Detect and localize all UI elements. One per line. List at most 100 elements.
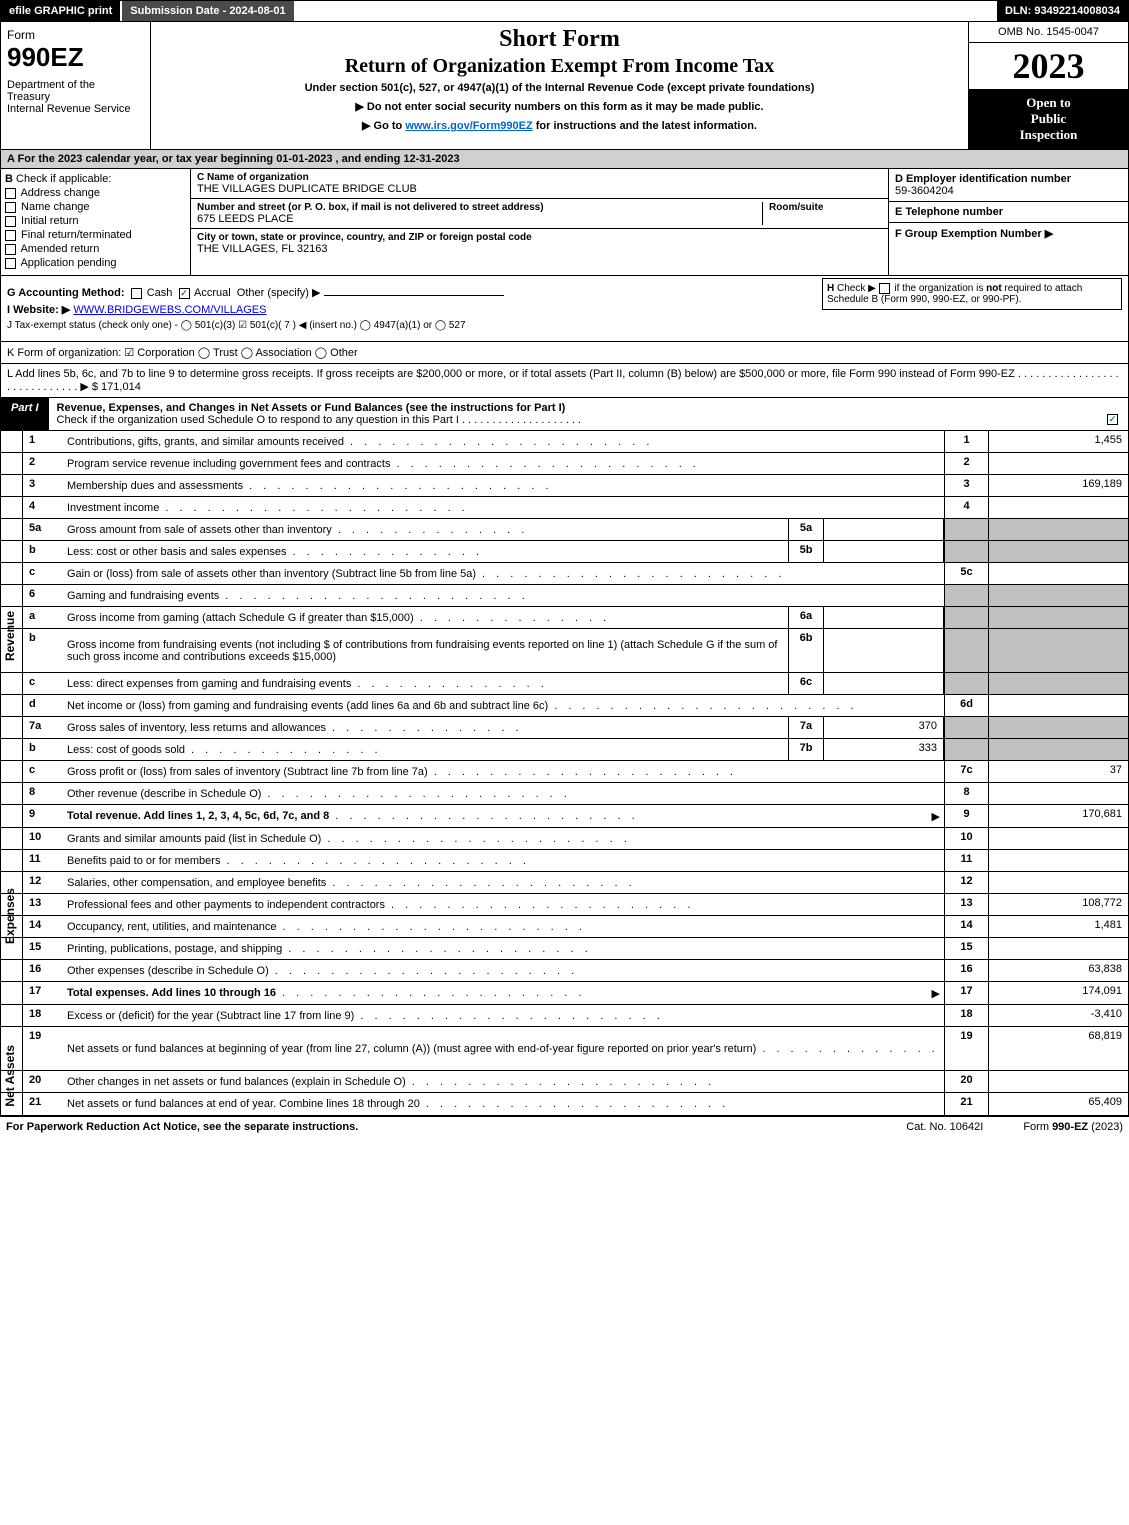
- apply-checkbox[interactable]: [5, 188, 16, 199]
- line-ref: 16: [944, 960, 988, 981]
- line-j: J Tax-exempt status (check only one) - ◯…: [7, 320, 1122, 331]
- website-link[interactable]: WWW.BRIDGEWEBS.COM/VILLAGES: [73, 304, 266, 316]
- line-number: 14: [23, 916, 63, 937]
- apply-checkbox[interactable]: [5, 230, 16, 241]
- checkbox-item: Application pending: [5, 257, 186, 269]
- part1-checkbox[interactable]: [1107, 414, 1118, 425]
- mini-ref: 6b: [788, 629, 824, 672]
- table-row: 21Net assets or fund balances at end of …: [1, 1093, 1128, 1115]
- side-spacer: [1, 541, 23, 562]
- mini-value: [824, 673, 944, 694]
- submission-date: Submission Date - 2024-08-01: [122, 1, 295, 21]
- col-b: B Check if applicable: Address change Na…: [1, 169, 191, 275]
- mini-value: [824, 541, 944, 562]
- apply-checkbox[interactable]: [5, 244, 16, 255]
- line-desc: Gain or (loss) from sale of assets other…: [63, 563, 944, 584]
- line-ref: 9: [944, 805, 988, 827]
- line-ref: 8: [944, 783, 988, 804]
- line-value: 65,409: [988, 1093, 1128, 1115]
- line-value: [988, 497, 1128, 518]
- side-spacer: [1, 739, 23, 760]
- line-number: 6: [23, 585, 63, 606]
- mini-value: [824, 519, 944, 540]
- revenue-side-label: Revenue: [3, 611, 17, 661]
- line-ref: 3: [944, 475, 988, 496]
- line-ref: 15: [944, 938, 988, 959]
- line-value: [988, 629, 1128, 672]
- line-value: [988, 563, 1128, 584]
- part1-header: Part I Revenue, Expenses, and Changes in…: [0, 398, 1129, 431]
- dept-label: Department of theTreasuryInternal Revenu…: [7, 79, 144, 115]
- grp-label: F Group Exemption Number ▶: [895, 227, 1122, 240]
- form-header: Form 990EZ Department of theTreasuryInte…: [0, 22, 1129, 150]
- irs-link[interactable]: www.irs.gov/Form990EZ: [405, 120, 532, 132]
- goto-prefix: ▶ Go to: [362, 120, 405, 132]
- header-right: OMB No. 1545-0047 2023 Open toPublicInsp…: [968, 22, 1128, 149]
- line-desc: Total expenses. Add lines 10 through 16.…: [63, 982, 944, 1004]
- table-row: 20Other changes in net assets or fund ba…: [1, 1071, 1128, 1093]
- line-number: 15: [23, 938, 63, 959]
- goto-suffix: for instructions and the latest informat…: [533, 120, 757, 132]
- line-ref: 11: [944, 850, 988, 871]
- ein-row: D Employer identification number 59-3604…: [889, 169, 1128, 202]
- accrual-checkbox[interactable]: [179, 288, 190, 299]
- expenses-grid: 10Grants and similar amounts paid (list …: [0, 828, 1129, 1005]
- top-bar: efile GRAPHIC print Submission Date - 20…: [0, 0, 1129, 22]
- section-k: K Form of organization: ☑ Corporation ◯ …: [0, 342, 1129, 364]
- line-desc: Occupancy, rent, utilities, and maintena…: [63, 916, 944, 937]
- mini-value: 370: [824, 717, 944, 738]
- table-row: 12Salaries, other compensation, and empl…: [1, 872, 1128, 894]
- line-desc: Benefits paid to or for members. . . . .…: [63, 850, 944, 871]
- line-desc: Gross amount from sale of assets other t…: [63, 519, 788, 540]
- table-row: 18Excess or (deficit) for the year (Subt…: [1, 1005, 1128, 1027]
- mini-ref: 5a: [788, 519, 824, 540]
- table-row: 19Net assets or fund balances at beginni…: [1, 1027, 1128, 1071]
- side-spacer: [1, 431, 23, 452]
- other-label: Other (specify) ▶: [237, 287, 321, 299]
- line-ref: [944, 519, 988, 540]
- efile-button[interactable]: efile GRAPHIC print: [1, 1, 122, 21]
- line-number: 19: [23, 1027, 63, 1070]
- footer-center: Cat. No. 10642I: [906, 1121, 983, 1133]
- apply-checkbox[interactable]: [5, 202, 16, 213]
- col-d: D Employer identification number 59-3604…: [888, 169, 1128, 275]
- line-number: b: [23, 541, 63, 562]
- revenue-grid: 1Contributions, gifts, grants, and simil…: [0, 431, 1129, 828]
- h-checkbox[interactable]: [879, 283, 890, 294]
- line-h: H Check ▶ if the organization is not req…: [822, 278, 1122, 310]
- short-form-title: Short Form: [159, 26, 960, 53]
- subtitle: Under section 501(c), 527, or 4947(a)(1)…: [159, 82, 960, 94]
- line-desc: Other changes in net assets or fund bala…: [63, 1071, 944, 1092]
- line-number: 20: [23, 1071, 63, 1092]
- other-input[interactable]: [324, 295, 504, 296]
- dln-label: DLN: 93492214008034: [997, 1, 1128, 21]
- section-l-value: 171,014: [101, 381, 141, 393]
- checkbox-list: Address change Name change Initial retur…: [5, 187, 186, 269]
- mini-value: [824, 607, 944, 628]
- table-row: bLess: cost of goods sold. . . . . . . .…: [1, 739, 1128, 761]
- line-value: [988, 607, 1128, 628]
- line-ref: 21: [944, 1093, 988, 1115]
- subtitle-2a: ▶ Do not enter social security numbers o…: [159, 100, 960, 113]
- side-spacer: [1, 497, 23, 518]
- apply-checkbox[interactable]: [5, 258, 16, 269]
- line-number: 11: [23, 850, 63, 871]
- line-ref: 1: [944, 431, 988, 452]
- form-word: Form: [7, 28, 144, 42]
- apply-checkbox[interactable]: [5, 216, 16, 227]
- section-l-text: L Add lines 5b, 6c, and 7b to line 9 to …: [7, 368, 1119, 393]
- line-desc: Gross income from fundraising events (no…: [63, 629, 788, 672]
- cash-checkbox[interactable]: [131, 288, 142, 299]
- line-desc: Less: cost of goods sold. . . . . . . . …: [63, 739, 788, 760]
- line-desc: Salaries, other compensation, and employ…: [63, 872, 944, 893]
- section-bc: B Check if applicable: Address change Na…: [0, 169, 1129, 276]
- street-label: Number and street (or P. O. box, if mail…: [197, 202, 762, 213]
- ein-label: D Employer identification number: [895, 173, 1122, 185]
- line-ref: [944, 739, 988, 760]
- line-number: 13: [23, 894, 63, 915]
- side-spacer: [1, 717, 23, 738]
- checkbox-item: Final return/terminated: [5, 229, 186, 241]
- line-value: 108,772: [988, 894, 1128, 915]
- table-row: dNet income or (loss) from gaming and fu…: [1, 695, 1128, 717]
- subtitle-2b: ▶ Go to www.irs.gov/Form990EZ for instru…: [159, 119, 960, 132]
